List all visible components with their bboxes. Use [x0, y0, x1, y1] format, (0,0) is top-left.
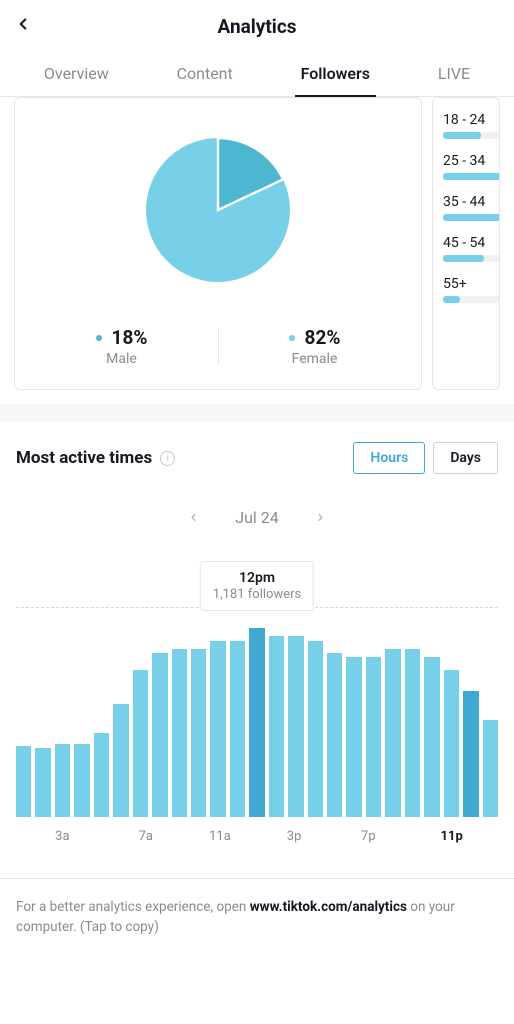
section-title: Most active times i [16, 448, 175, 468]
gender-card: 18% Male 82% Female [14, 97, 422, 390]
chart-bar[interactable] [210, 641, 225, 817]
toggle-hours-button[interactable]: Hours [353, 442, 425, 474]
age-label: 18 - 24 [443, 112, 489, 128]
tab-live[interactable]: LIVE [432, 52, 476, 96]
gender-pie-chart [138, 130, 298, 290]
chart-bar[interactable] [366, 657, 381, 817]
age-row: 35 - 44 [443, 194, 489, 221]
age-label: 25 - 34 [443, 153, 489, 169]
age-range-card: 18 - 24 25 - 34 35 - 44 45 - 54 55+ [432, 97, 500, 390]
x-tick: 3a [16, 829, 109, 844]
female-percent: 82% [305, 326, 341, 349]
section-divider [0, 404, 514, 422]
male-label: Male [25, 351, 218, 367]
chart-bar[interactable] [424, 657, 439, 817]
x-axis: 3a7a11a3p7p11p [16, 829, 498, 844]
age-row: 18 - 24 [443, 112, 489, 139]
age-label: 55+ [443, 276, 489, 292]
chart-bar[interactable] [405, 649, 420, 817]
info-icon[interactable]: i [160, 451, 175, 466]
chart-bar[interactable] [74, 744, 89, 818]
dot-icon [96, 335, 102, 341]
tab-overview[interactable]: Overview [38, 52, 115, 96]
male-percent: 18% [112, 326, 148, 349]
age-row: 45 - 54 [443, 235, 489, 262]
x-tick: 7p [331, 829, 405, 844]
legend-female: 82% Female [218, 326, 411, 367]
tab-content[interactable]: Content [171, 52, 239, 96]
chart-bar[interactable] [444, 670, 459, 817]
age-label: 35 - 44 [443, 194, 489, 210]
chart-bar[interactable] [55, 744, 70, 818]
tooltip-time: 12pm [213, 570, 301, 586]
x-tick: 11p [405, 829, 498, 844]
bottom-note[interactable]: For a better analytics experience, open … [0, 878, 514, 956]
divider [218, 328, 219, 365]
next-date-button[interactable] [315, 509, 326, 527]
age-row: 25 - 34 [443, 153, 489, 180]
x-tick: 3p [257, 829, 331, 844]
tooltip-value: 1,181 followers [213, 587, 301, 602]
chart-bar[interactable] [16, 746, 31, 817]
chart-bar[interactable] [133, 670, 148, 817]
chart-bar[interactable] [113, 704, 128, 817]
chart-bar[interactable] [152, 653, 167, 817]
chart-bar[interactable] [385, 649, 400, 817]
chart-bar[interactable] [288, 636, 303, 817]
chart-bar[interactable] [269, 636, 284, 817]
age-label: 45 - 54 [443, 235, 489, 251]
prev-date-button[interactable] [188, 509, 199, 527]
tabs: Overview Content Followers LIVE [0, 52, 514, 97]
chart-bar[interactable] [463, 691, 478, 817]
chart-bar[interactable] [327, 653, 342, 817]
tab-followers[interactable]: Followers [295, 52, 376, 96]
legend-male: 18% Male [25, 326, 218, 367]
activity-chart: 12pm 1,181 followers [16, 561, 498, 817]
back-button[interactable] [14, 15, 32, 37]
x-tick: 7a [109, 829, 183, 844]
age-row: 55+ [443, 276, 489, 303]
x-tick: 11a [183, 829, 257, 844]
chart-bar[interactable] [346, 657, 361, 817]
dot-icon [289, 335, 295, 341]
chart-bar[interactable] [249, 628, 264, 817]
chart-bar[interactable] [308, 641, 323, 817]
female-label: Female [218, 351, 411, 367]
toggle-days-button[interactable]: Days [433, 442, 498, 474]
chart-bar[interactable] [230, 641, 245, 817]
chart-bar[interactable] [191, 649, 206, 817]
page-title: Analytics [218, 15, 297, 38]
chart-bar[interactable] [172, 649, 187, 817]
chart-tooltip: 12pm 1,181 followers [200, 561, 314, 611]
chart-bar[interactable] [483, 720, 498, 817]
chart-bar[interactable] [94, 733, 109, 817]
chart-bar[interactable] [35, 748, 50, 817]
date-label: Jul 24 [235, 508, 279, 527]
